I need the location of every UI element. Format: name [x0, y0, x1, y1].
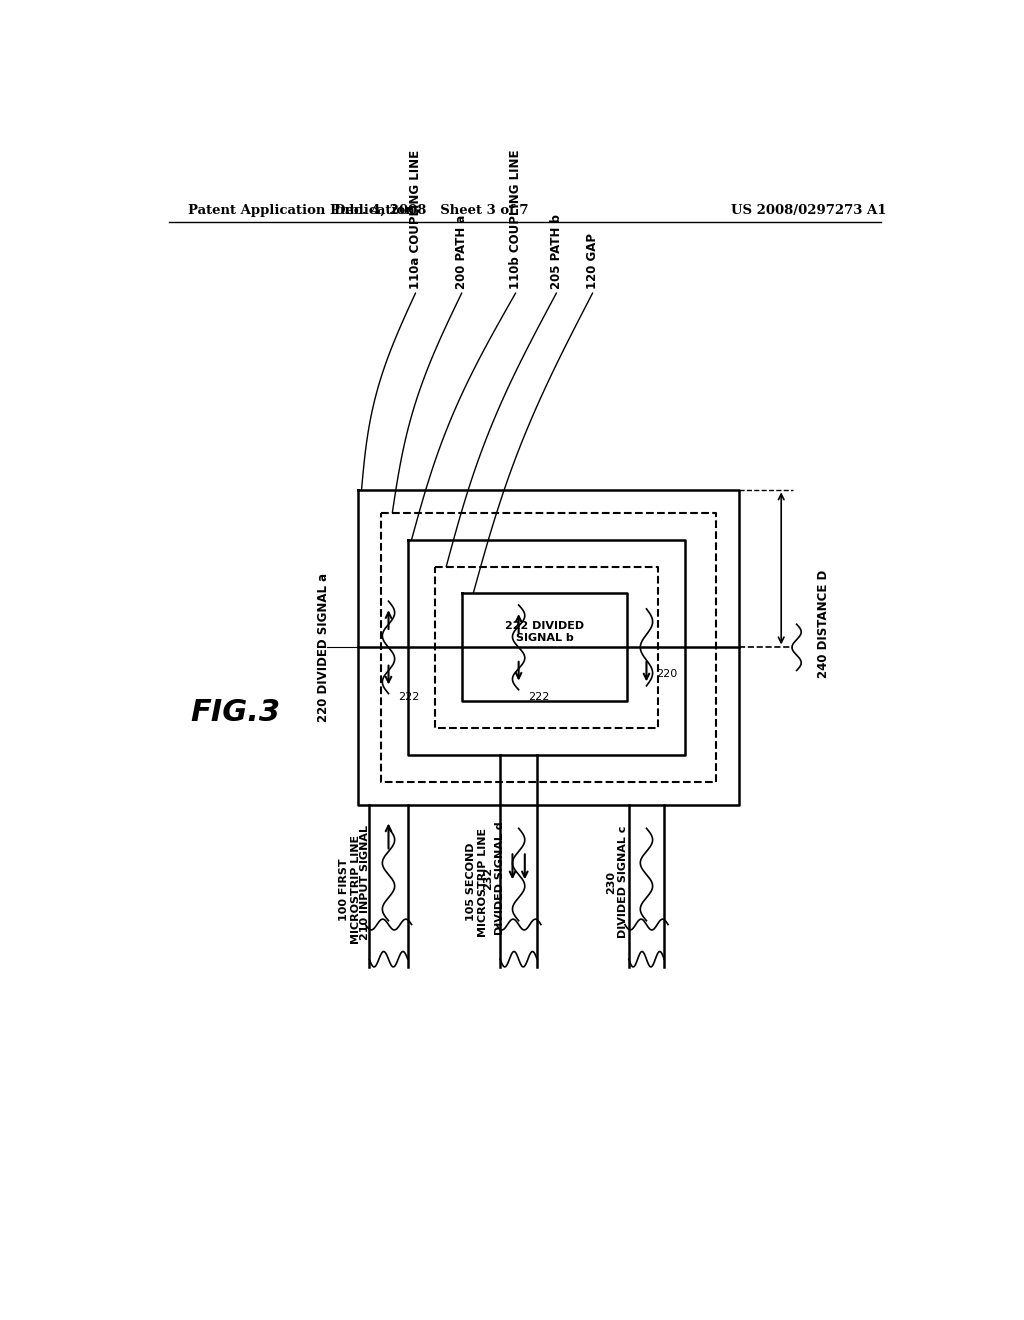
Text: FIG.3: FIG.3 [190, 698, 281, 727]
Text: 232
DIVIDED SIGNAL d: 232 DIVIDED SIGNAL d [483, 821, 505, 935]
Text: 222: 222 [397, 693, 419, 702]
Text: 100 FIRST
MICROSTRIP LINE: 100 FIRST MICROSTRIP LINE [339, 836, 360, 945]
Text: 230
DIVIDED SIGNAL c: 230 DIVIDED SIGNAL c [606, 826, 628, 939]
Text: 200 PATH a: 200 PATH a [455, 215, 468, 289]
Text: US 2008/0297273 A1: US 2008/0297273 A1 [731, 205, 887, 218]
Text: Dec. 4, 2008   Sheet 3 of 7: Dec. 4, 2008 Sheet 3 of 7 [334, 205, 528, 218]
Text: 110a COUPLING LINE: 110a COUPLING LINE [409, 150, 422, 289]
Text: 222: 222 [528, 693, 549, 702]
Text: 222 DIVIDED
SIGNAL b: 222 DIVIDED SIGNAL b [505, 622, 584, 643]
Text: Patent Application Publication: Patent Application Publication [188, 205, 415, 218]
Text: 210 INPUT SIGNAL: 210 INPUT SIGNAL [360, 825, 371, 940]
Text: 240 DISTANCE D: 240 DISTANCE D [817, 570, 830, 678]
Text: 220: 220 [655, 669, 677, 680]
Text: 120 GAP: 120 GAP [586, 234, 599, 289]
Text: 110b COUPLING LINE: 110b COUPLING LINE [509, 149, 522, 289]
Text: 105 SECOND
MICROSTRIP LINE: 105 SECOND MICROSTRIP LINE [466, 828, 487, 937]
Text: 220 DIVIDED SIGNAL a: 220 DIVIDED SIGNAL a [316, 573, 330, 722]
Text: 205 PATH b: 205 PATH b [550, 214, 563, 289]
